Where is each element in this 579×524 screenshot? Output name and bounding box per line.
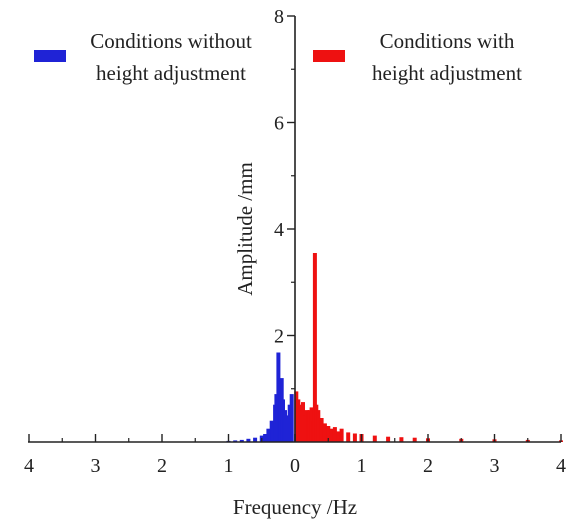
- bar-left-16: [246, 438, 251, 442]
- legend-left: Conditions without height adjustment: [34, 29, 252, 85]
- bar-right-19: [336, 431, 341, 442]
- legend-right: Conditions with height adjustment: [313, 29, 522, 85]
- bar-right-24: [372, 435, 377, 442]
- x-tick-label-left-0: 4: [24, 455, 34, 477]
- y-tick-label-1: 4: [274, 219, 284, 241]
- bar-right-15: [322, 423, 327, 442]
- bar-left-11: [269, 420, 274, 442]
- y-tick-label-3: 8: [274, 6, 284, 28]
- bar-right-26: [399, 437, 404, 442]
- x-tick-label-right-1: 1: [357, 455, 367, 477]
- legend-label-right-line2: height adjustment: [372, 61, 522, 85]
- bar-right-20: [339, 428, 344, 442]
- bar-right-13: [316, 410, 321, 442]
- y-axis-label: Amplitude /mm: [233, 162, 257, 296]
- bar-left-17: [239, 439, 244, 442]
- bar-right-25: [386, 436, 391, 442]
- x-tick-label-left-4: 0: [290, 455, 300, 477]
- legend-swatch-left: [34, 50, 66, 62]
- x-tick-label-left-3: 1: [224, 455, 234, 477]
- y-tick-label-0: 2: [274, 326, 284, 348]
- y-tick-group: 2 4 6 8: [274, 6, 295, 390]
- legend-label-left-line1: Conditions without: [90, 29, 252, 53]
- bar-right-16: [326, 426, 331, 442]
- y-tick-label-2: 6: [274, 113, 284, 135]
- legend-label-left-line2: height adjustment: [96, 61, 246, 85]
- series-left-bars: [226, 352, 294, 443]
- bar-right-14: [319, 418, 324, 442]
- legend-swatch-right: [313, 50, 345, 62]
- x-tick-label-left-1: 3: [91, 455, 101, 477]
- x-axis-label: Frequency /Hz: [233, 495, 357, 519]
- x-tick-group: 4 3 2 1 0 1 2 3 4: [24, 434, 566, 477]
- bar-right-17: [329, 428, 334, 442]
- legend-label-right-line1: Conditions with: [380, 29, 515, 53]
- x-tick-label-right-4: 4: [556, 455, 566, 477]
- x-tick-label-left-2: 2: [157, 455, 167, 477]
- bar-left-13: [263, 434, 268, 442]
- bar-left-15: [253, 437, 258, 442]
- bar-left-12: [266, 428, 271, 442]
- x-tick-label-right-3: 3: [490, 455, 500, 477]
- bar-left-10: [273, 404, 278, 442]
- series-right-bars: [294, 253, 563, 442]
- bar-right-22: [352, 433, 357, 442]
- bar-right-11: [312, 253, 317, 442]
- bar-right-21: [346, 432, 351, 442]
- x-tick-label-right-2: 2: [423, 455, 433, 477]
- bar-right-18: [332, 427, 337, 442]
- bar-right-27: [412, 437, 417, 442]
